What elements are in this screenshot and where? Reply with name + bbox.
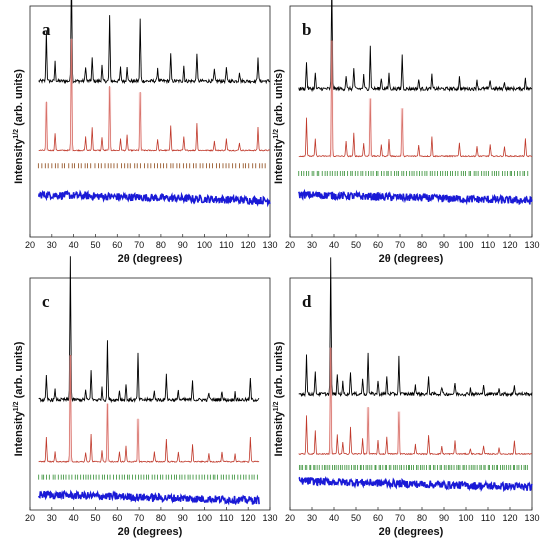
calc-peak-highlight — [138, 92, 142, 151]
x-tick-label: 20 — [285, 240, 295, 250]
series-difference — [298, 476, 533, 493]
x-tick-label: 80 — [417, 240, 427, 250]
x-tick-label: 30 — [47, 513, 57, 523]
series-calculated — [38, 354, 260, 464]
x-tick-label: 30 — [47, 240, 57, 250]
x-tick-label: 40 — [329, 513, 339, 523]
x-tick-label: 100 — [197, 513, 212, 523]
series-observed — [38, 0, 271, 85]
calc-peak-highlight — [397, 411, 401, 454]
panel-c: 20 30 40 50 60 70 80 90 100 110 120 130 2θ (degrees)… — [13, 256, 278, 538]
y-axis-label: Intensity1/2 (arb. units) — [273, 341, 285, 456]
calc-peak-highlight — [44, 102, 48, 151]
y-axis-label: Intensity1/2 (arb. units) — [273, 69, 285, 184]
calc-peak-highlight — [330, 40, 334, 157]
x-tick-label: 60 — [373, 513, 383, 523]
series-observed — [298, 0, 533, 93]
y-axis-label: Intensity1/2 (arb. units) — [13, 341, 25, 456]
calc-peak-highlight — [366, 407, 370, 454]
x-tick-label: 50 — [351, 240, 361, 250]
x-tick-label: 80 — [156, 240, 166, 250]
calc-peak-highlight — [108, 86, 112, 151]
panel-letter: c — [42, 292, 50, 311]
calc-peak-highlight — [105, 403, 109, 462]
calc-peak-highlight — [68, 355, 72, 462]
x-tick-label: 110 — [219, 513, 233, 523]
x-tick-label: 120 — [241, 240, 256, 250]
x-tick-label: 50 — [90, 240, 100, 250]
x-axis-label: 2θ (degrees) — [379, 526, 444, 538]
x-tick-label: 50 — [351, 513, 361, 523]
x-tick-label: 130 — [262, 513, 277, 523]
series-calculated — [298, 40, 533, 158]
x-tick-label: 60 — [112, 240, 122, 250]
calc-peak-highlight — [69, 38, 73, 151]
x-axis-label: 2θ (degrees) — [118, 526, 183, 538]
x-tick-label: 70 — [395, 240, 405, 250]
x-tick-label: 40 — [329, 240, 339, 250]
x-tick-label: 120 — [241, 513, 256, 523]
series-observed — [298, 257, 533, 398]
x-tick-label: 20 — [25, 513, 35, 523]
calc-peak-highlight — [368, 98, 372, 157]
plot-frame — [29, 5, 271, 238]
x-tick-label: 130 — [524, 513, 539, 523]
x-tick-label: 50 — [90, 513, 100, 523]
x-tick-label: 130 — [262, 240, 277, 250]
bragg-marks — [298, 464, 528, 470]
panel-b: 20 30 40 50 60 70 80 90 100 110 120 130 2θ (degrees)… — [273, 0, 540, 265]
panel-letter: b — [302, 20, 311, 39]
series-calculated — [38, 39, 271, 152]
x-tick-label: 40 — [69, 240, 79, 250]
x-tick-label: 30 — [307, 513, 317, 523]
x-tick-label: 70 — [134, 513, 144, 523]
y-axis-label: Intensity1/2 (arb. units) — [13, 69, 25, 184]
plot-frame — [289, 5, 533, 238]
x-tick-label: 60 — [373, 240, 383, 250]
x-tick-label: 130 — [524, 240, 539, 250]
x-tick-label: 90 — [439, 513, 449, 523]
x-tick-label: 90 — [178, 240, 188, 250]
x-tick-label: 120 — [502, 513, 517, 523]
x-tick-label: 60 — [112, 513, 122, 523]
x-tick-label: 90 — [439, 240, 449, 250]
series-observed — [38, 256, 260, 404]
calc-peak-highlight — [400, 108, 404, 157]
x-tick-label: 110 — [219, 240, 233, 250]
x-tick-label: 70 — [395, 513, 405, 523]
plot-frame — [29, 277, 271, 511]
x-tick-label: 110 — [481, 240, 495, 250]
series-difference — [37, 489, 260, 506]
series-calculated — [298, 347, 533, 456]
x-axis-label: 2θ (degrees) — [118, 253, 183, 265]
calc-peak-highlight — [329, 347, 333, 454]
x-axis-label: 2θ (degrees) — [379, 253, 444, 265]
x-tick-label: 80 — [156, 513, 166, 523]
x-tick-label: 100 — [197, 240, 212, 250]
x-tick-label: 100 — [458, 240, 473, 250]
x-tick-label: 80 — [417, 513, 427, 523]
x-tick-label: 70 — [134, 240, 144, 250]
x-tick-label: 20 — [25, 240, 35, 250]
x-tick-label: 40 — [69, 513, 79, 523]
bragg-marks — [38, 474, 258, 480]
x-tick-label: 120 — [502, 240, 517, 250]
x-tick-label: 90 — [178, 513, 188, 523]
calc-peak-highlight — [136, 419, 140, 462]
x-tick-label: 100 — [458, 513, 473, 523]
panel-d: 20 30 40 50 60 70 80 90 100 110 120 130 2θ (degrees)… — [273, 257, 540, 538]
x-tick-label: 110 — [481, 513, 495, 523]
x-tick-label: 20 — [285, 513, 295, 523]
series-difference — [298, 188, 533, 206]
panel-letter: d — [302, 292, 312, 311]
panel-letter: a — [42, 20, 51, 39]
bragg-marks — [37, 163, 266, 169]
bragg-marks — [298, 170, 529, 176]
x-tick-label: 30 — [307, 240, 317, 250]
series-difference — [37, 189, 271, 208]
panel-a: 20 30 40 50 60 70 80 90 100 110 120 130 2θ (degrees)… — [13, 0, 278, 265]
